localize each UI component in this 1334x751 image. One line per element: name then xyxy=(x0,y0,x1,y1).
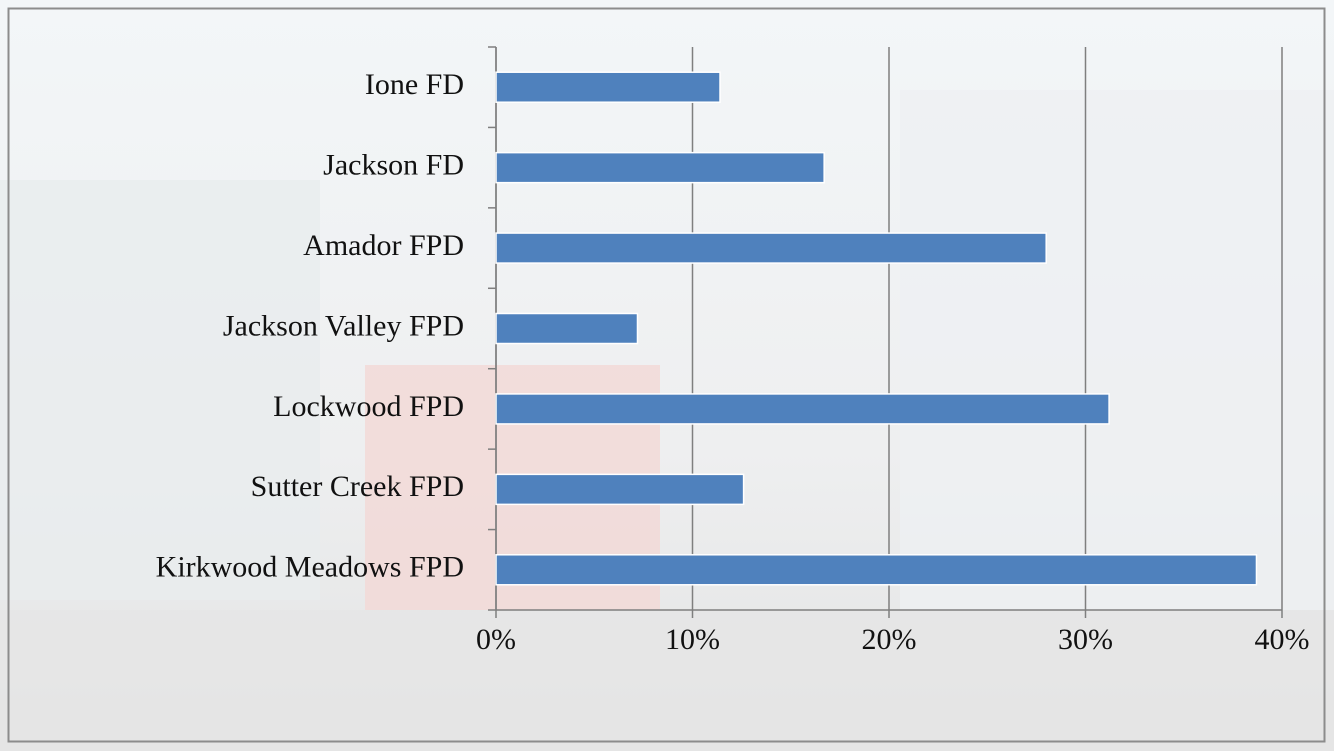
y-tick-label: Kirkwood Meadows FPD xyxy=(156,551,464,584)
y-tick-label: Jackson Valley FPD xyxy=(223,309,464,342)
frame xyxy=(7,7,1326,743)
bar xyxy=(495,554,1258,586)
y-tick-label: Lockwood FPD xyxy=(273,390,464,423)
bar xyxy=(495,312,639,345)
bar xyxy=(495,393,1110,425)
x-tick-label: 0% xyxy=(476,623,516,656)
x-tick-label: 10% xyxy=(665,623,720,656)
plot-area: 0% 10% 20% 30% 40% Ione FD Jackson FD Amador FP… xyxy=(156,46,1310,656)
y-tick-label: Jackson FD xyxy=(323,149,464,182)
bar xyxy=(495,473,745,506)
y-tick-label: Sutter Creek FPD xyxy=(251,470,464,503)
x-tick-label: 20% xyxy=(862,623,917,656)
bar xyxy=(495,232,1047,264)
street xyxy=(0,610,1334,751)
building-right xyxy=(900,90,1334,610)
building-left xyxy=(0,180,320,600)
bar xyxy=(495,151,825,184)
bar xyxy=(495,71,721,103)
x-tick-label: 40% xyxy=(1255,623,1310,656)
y-tick-label: Ione FD xyxy=(365,68,464,101)
y-tick-label: Amador FPD xyxy=(303,229,464,262)
x-tick-label: 30% xyxy=(1058,623,1113,656)
